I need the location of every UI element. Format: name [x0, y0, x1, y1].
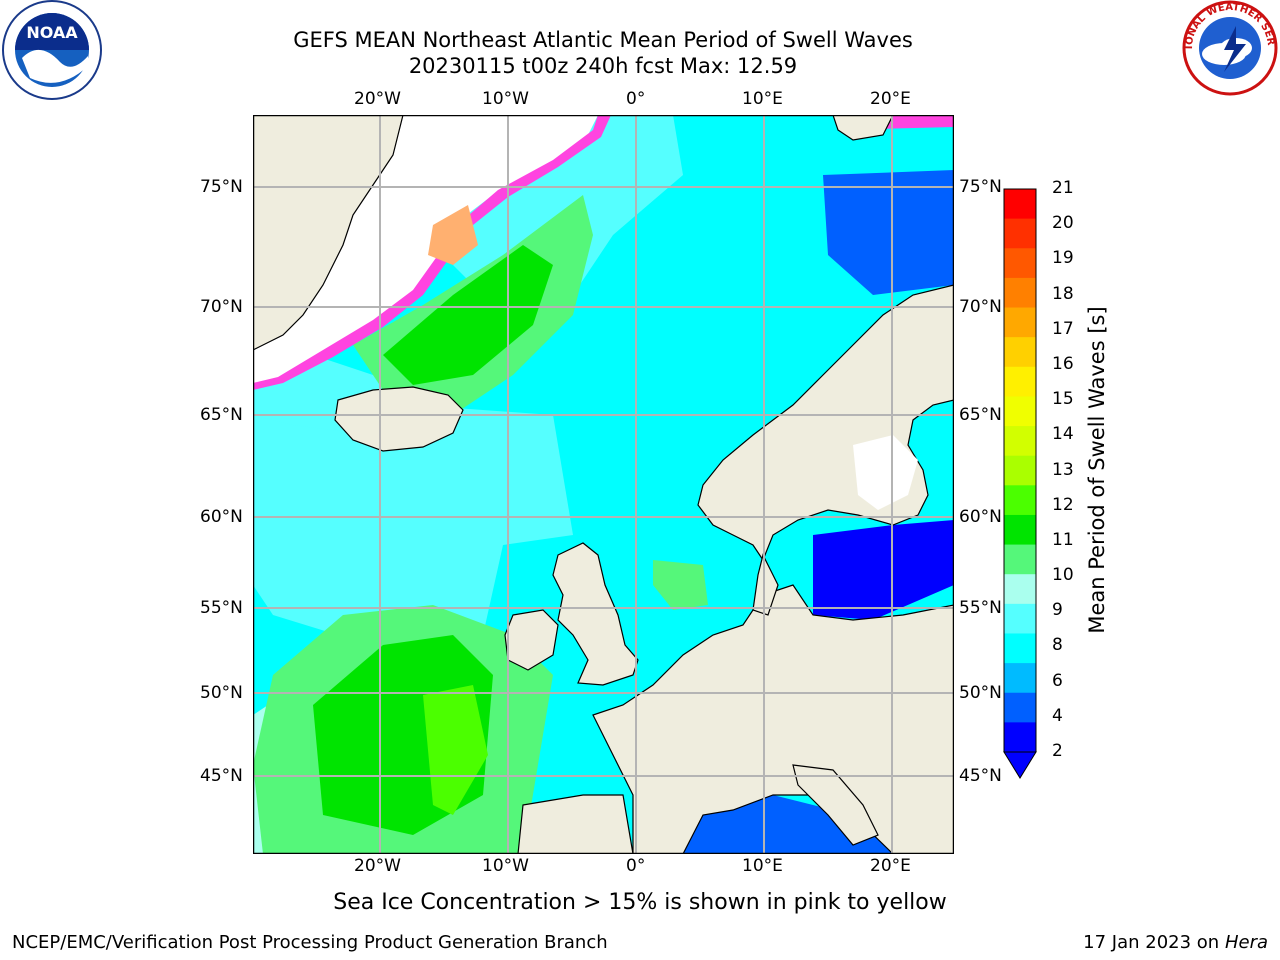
lon-tick-top: 0°	[626, 89, 646, 109]
colorbar-tick-label: 13	[1052, 459, 1074, 480]
lon-tick-top: 10°W	[482, 89, 529, 109]
period-6-8-region	[253, 395, 573, 655]
colorbar-tick-label: 14	[1052, 424, 1074, 445]
lon-tick-bottom: 10°W	[482, 856, 529, 876]
colorbar-tick-label: 11	[1052, 529, 1074, 550]
lat-tick-right: 50°N	[959, 683, 1002, 703]
colorbar-segment	[1004, 218, 1036, 249]
lon-tick-bottom: 0°	[626, 856, 646, 876]
colorbar-segment	[1004, 663, 1036, 694]
colorbar-segment	[1004, 277, 1036, 309]
colorbar-segment	[1004, 189, 1036, 220]
lat-tick-right: 70°N	[959, 297, 1002, 317]
lat-tick-left: 65°N	[200, 405, 243, 425]
colorbar-segment	[1004, 426, 1036, 457]
noaa-logo: NOAA	[2, 0, 102, 100]
colorbar-segment	[1004, 544, 1036, 575]
colorbar-segment	[1004, 633, 1036, 664]
colorbar-segment	[1004, 574, 1036, 605]
lon-tick-top: 20°W	[354, 89, 401, 109]
colorbar-tick-label: 10	[1052, 565, 1074, 586]
gulf-of-bothnia-ice	[853, 435, 918, 510]
colorbar-tick-label: 15	[1052, 389, 1074, 410]
greenland-land	[253, 115, 404, 351]
lat-tick-right: 75°N	[959, 177, 1002, 197]
sea-ice-caption: Sea Ice Concentration > 15% is shown in …	[333, 890, 947, 915]
continental-europe-land	[592, 584, 954, 854]
colorbar-tick-label: 16	[1052, 353, 1074, 374]
colorbar	[1003, 188, 1037, 779]
colorbar-segment	[1004, 514, 1036, 546]
ireland-land	[504, 609, 559, 671]
sea-ice-high-concentration	[428, 205, 478, 265]
colorbar-tick-label: 4	[1052, 705, 1063, 726]
lat-tick-left: 75°N	[200, 177, 243, 197]
lon-tick-bottom: 20°W	[354, 856, 401, 876]
graticule	[253, 115, 954, 854]
colorbar-tick-label: 6	[1052, 670, 1063, 691]
footer-organization: NCEP/EMC/Verification Post Processing Pr…	[12, 932, 608, 953]
colorbar-tick-label: 12	[1052, 494, 1074, 515]
lon-tick-top: 20°E	[870, 89, 911, 109]
map-subtitle: 20230115 t00z 240h fcst Max: 12.59	[408, 54, 798, 78]
colorbar-segment	[1004, 337, 1036, 368]
colorbar-segment	[1004, 248, 1036, 279]
colorbar-segment	[1004, 366, 1036, 397]
colorbar-tick-label: 21	[1052, 178, 1074, 198]
lat-tick-left: 70°N	[200, 297, 243, 317]
svalbard-land	[832, 115, 894, 141]
lat-tick-right: 55°N	[959, 598, 1002, 618]
colorbar-extend-arrow	[1003, 751, 1037, 779]
lat-tick-right: 60°N	[959, 507, 1002, 527]
colorbar-title: Mean Period of Swell Waves [s]	[1085, 306, 1109, 634]
colorbar-frame	[1003, 188, 1037, 753]
iceland-land	[334, 386, 464, 452]
sea-ice-edge	[253, 115, 611, 390]
nws-logo: NATIONAL WEATHER SERVICE	[1180, 0, 1278, 96]
baltic-low-period	[813, 520, 954, 620]
lat-tick-left: 55°N	[200, 598, 243, 618]
colorbar-segment	[1004, 485, 1036, 516]
lat-tick-right: 45°N	[959, 766, 1002, 786]
denmark-land	[752, 553, 779, 616]
colorbar-tick-label: 2	[1052, 741, 1063, 761]
svg-text:NOAA: NOAA	[26, 23, 78, 42]
footer-date: 17 Jan 2023 on Hera	[1083, 932, 1268, 953]
lat-tick-left: 60°N	[200, 507, 243, 527]
colorbar-segment	[1004, 603, 1036, 634]
colorbar-tick-label: 9	[1052, 600, 1063, 621]
lon-tick-bottom: 20°E	[870, 856, 911, 876]
colorbar-segment	[1004, 692, 1036, 723]
lon-tick-top: 10°E	[742, 89, 783, 109]
colorbar-tick-label: 17	[1052, 318, 1074, 339]
footer-date-text: 17 Jan 2023 on	[1083, 932, 1220, 953]
lon-tick-bottom: 10°E	[742, 856, 783, 876]
lat-tick-right: 65°N	[959, 405, 1002, 425]
footer-host: Hera	[1224, 932, 1268, 953]
colorbar-tick-label: 18	[1052, 283, 1074, 304]
map-frame	[253, 115, 954, 854]
swell-period-map	[253, 115, 954, 854]
colorbar-tick-label: 20	[1052, 213, 1074, 234]
map-title: GEFS MEAN Northeast Atlantic Mean Period…	[293, 28, 913, 52]
lat-tick-left: 50°N	[200, 683, 243, 703]
colorbar-tick-label: 19	[1052, 248, 1074, 269]
colorbar-tick-label: 8	[1052, 635, 1063, 656]
north-sea-swell-patch	[653, 560, 708, 610]
iberia-land	[517, 794, 634, 854]
period-10-11-region	[383, 245, 553, 385]
colorbar-segment	[1004, 455, 1036, 486]
colorbar-segment	[1004, 307, 1036, 338]
barents-low-period	[823, 170, 954, 295]
colorbar-segment	[1004, 722, 1036, 753]
lat-tick-left: 45°N	[200, 766, 243, 786]
colorbar-segment	[1004, 396, 1036, 427]
